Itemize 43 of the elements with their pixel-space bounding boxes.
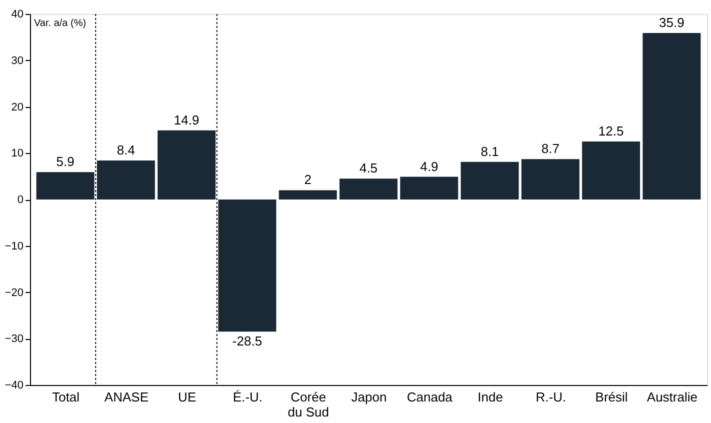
x-tick-label: Canada	[406, 390, 454, 404]
bar	[96, 160, 155, 200]
data-label: -28.5	[232, 334, 262, 349]
y-tick-label: −20	[4, 286, 24, 299]
data-label: 8.1	[480, 144, 499, 159]
data-label: 12.5	[598, 124, 624, 139]
bar	[218, 200, 276, 332]
x-tick-label: É.-U.	[232, 390, 263, 404]
x-tick-label: Japon	[351, 390, 387, 404]
bar	[460, 162, 519, 200]
x-tick-label: Inde	[478, 390, 503, 404]
bar	[400, 176, 458, 200]
y-tick-label: 0	[17, 194, 24, 206]
y-tick-label: 20	[11, 101, 24, 114]
data-label: 8.7	[541, 141, 560, 156]
x-tick-label: ANASE	[104, 390, 149, 404]
x-tick-label: UE	[178, 390, 196, 404]
data-label: 4.9	[420, 158, 438, 174]
bar	[158, 130, 216, 200]
y-tick-label: −40	[4, 380, 24, 392]
bar	[340, 178, 398, 200]
bar	[36, 172, 94, 200]
x-tick-label: Brésil	[595, 390, 628, 404]
y-tick-label: −30	[4, 333, 24, 346]
data-label: 14.9	[174, 112, 200, 128]
bar	[642, 33, 701, 200]
data-label: 5.9	[56, 154, 74, 170]
x-tick-label: R.-U.	[536, 390, 566, 404]
x-tick-label: Total	[52, 390, 80, 404]
bar	[521, 159, 580, 200]
x-tick-label: Corée du Sud	[288, 390, 329, 420]
y-tick-label: 10	[11, 148, 24, 160]
y-tick-label: 30	[11, 54, 24, 67]
data-label: 8.4	[116, 142, 135, 158]
y-tick-label: 40	[11, 8, 24, 20]
y-axis-title: Var. a/a (%)	[34, 18, 86, 29]
bar	[582, 142, 640, 200]
data-label: 4.5	[359, 160, 378, 176]
data-label: 2	[304, 172, 312, 188]
bar	[278, 190, 337, 200]
y-tick-label: −10	[4, 240, 24, 252]
x-tick-label: Australie	[646, 390, 698, 404]
data-label: 35.9	[659, 15, 684, 30]
